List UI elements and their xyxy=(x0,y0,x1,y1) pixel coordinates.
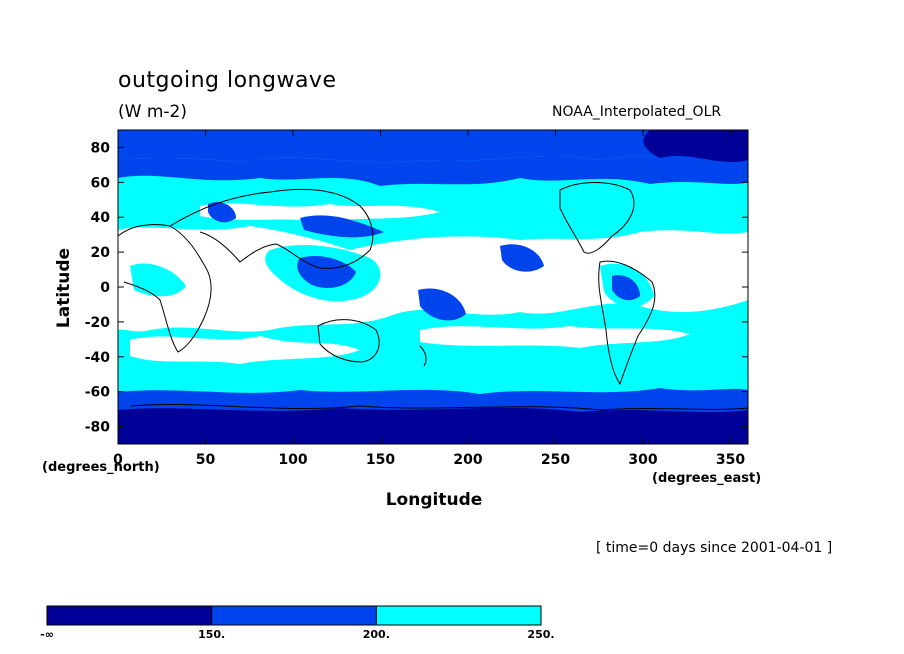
field-north-150-200 xyxy=(118,130,748,163)
field-arctic-low xyxy=(643,130,748,163)
colorbar-swatch xyxy=(375,605,542,626)
lon-tick-label: 50 xyxy=(196,452,216,468)
field-amazon-blue xyxy=(612,275,640,301)
map-title: outgoing longwave xyxy=(118,68,337,93)
field-africa-cyan xyxy=(130,263,186,297)
field-antarctic-low xyxy=(118,407,748,444)
y-axis-unit: (degrees_north) xyxy=(42,460,160,475)
olr-field xyxy=(118,130,748,444)
coast-eurasia xyxy=(169,188,374,269)
field-north-band xyxy=(118,150,748,186)
colorbar: -∞ 150. 200. 250. xyxy=(40,605,555,641)
lat-tick-label: -20 xyxy=(85,315,111,331)
coast-south-america xyxy=(598,260,656,386)
colorbar-swatch xyxy=(46,605,213,626)
y-axis-label: Latitude xyxy=(54,247,74,329)
lat-tick-label: -60 xyxy=(85,385,111,401)
field-south-subtropics-white xyxy=(130,336,360,364)
field-south-pacific-white xyxy=(420,326,690,348)
lat-tick-label: 60 xyxy=(91,175,111,191)
lat-tick-label: 20 xyxy=(91,245,111,261)
field-north-subtropics-white xyxy=(200,203,440,222)
field-pacific-blue xyxy=(500,244,544,272)
field-mideast-blue xyxy=(208,201,236,223)
coast-new-zealand xyxy=(419,345,427,367)
colorbar-label: 150. xyxy=(198,628,225,641)
latitude-ticks: 80 60 40 20 0 -20 -40 -60 -80 xyxy=(85,140,748,436)
lat-tick-label: 40 xyxy=(91,210,111,226)
longitude-ticks: 0 50 100 150 200 250 300 350 xyxy=(113,130,745,468)
colorbar-label: 200. xyxy=(363,628,390,641)
lon-tick-label: 100 xyxy=(278,452,307,468)
field-east-asia-blue xyxy=(300,215,384,238)
lon-tick-label: 150 xyxy=(366,452,395,468)
lon-tick-label: 0 xyxy=(113,452,123,468)
x-axis-unit: (degrees_east) xyxy=(652,471,762,486)
lat-tick-label: 0 xyxy=(100,280,110,296)
colorbar-swatch xyxy=(211,605,377,626)
time-note: [ time=0 days since 2001-04-01 ] xyxy=(596,540,833,556)
coast-australia xyxy=(317,319,380,363)
field-spcz-blue xyxy=(418,288,466,321)
colorbar-label: -∞ xyxy=(40,628,54,641)
dataset-name: NOAA_Interpolated_OLR xyxy=(552,104,722,120)
coast-north-america xyxy=(559,182,635,254)
lat-tick-label: 80 xyxy=(91,140,111,156)
lon-tick-label: 200 xyxy=(453,452,482,468)
lon-tick-label: 250 xyxy=(541,452,570,468)
lon-tick-label: 350 xyxy=(716,452,745,468)
coastlines xyxy=(118,182,748,411)
lon-tick-label: 300 xyxy=(628,452,657,468)
coast-antarctica xyxy=(129,403,748,411)
lat-tick-label: -40 xyxy=(85,350,111,366)
x-axis-label: Longitude xyxy=(385,490,483,510)
map-units: (W m-2) xyxy=(118,102,187,122)
colorbar-label: 250. xyxy=(527,628,554,641)
field-warm-pool-blue xyxy=(297,255,356,288)
lat-tick-label: -80 xyxy=(85,420,111,436)
